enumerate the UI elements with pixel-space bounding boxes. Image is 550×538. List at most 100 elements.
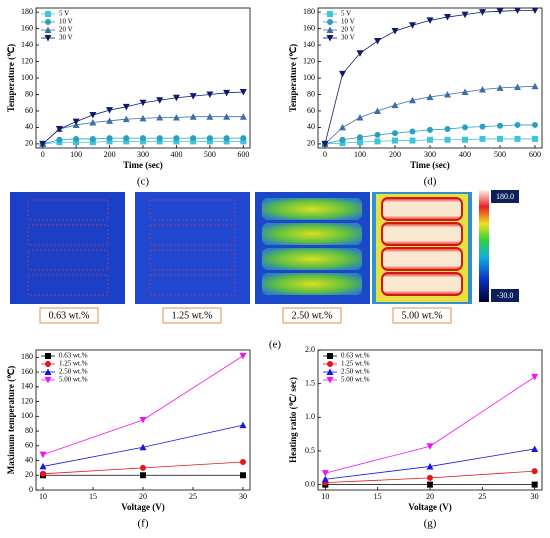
y-tick-label: 100 [21,411,33,420]
marker [106,135,113,142]
marker [239,352,247,360]
y-tick-label: 120 [21,396,33,405]
y-axis-label: Maximum temperature (℃) [6,366,16,474]
chart: 20 40 60 80 100 120 140 160 180 0 100 200 300 400 500 6… [288,7,543,188]
marker [374,138,381,145]
marker [239,421,247,429]
chart: 0 20 40 60 80 100 120 140 160 180 10 15 20 25 30 Voltag… [6,349,251,530]
y-tick-label: 40 [25,455,33,464]
x-tick-label: 600 [237,150,249,159]
y-tick-label: 100 [21,73,33,82]
y-tick-label: 0.0 [305,479,315,488]
marker [427,481,433,488]
y-tick-label: 20 [25,470,33,479]
marker [223,113,231,120]
colorbar-label-box [491,289,519,302]
marker [156,135,163,142]
y-tick-label: 80 [307,89,315,98]
x-axis-label: Time (sec) [123,160,163,170]
x-tick-label: 200 [104,150,116,159]
marker [374,131,381,138]
marker [39,462,47,470]
legend-label: 5.00 wt.% [341,376,370,384]
marker [189,93,197,100]
marker [531,481,538,488]
marker [123,138,130,145]
marker [173,138,180,145]
marker [461,88,469,95]
x-tick-label: 10 [321,492,329,501]
marker [106,117,114,124]
legend-marker [327,11,333,17]
y-tick-label: 60 [307,106,315,115]
thermal-caption: 0.63 wt.% [49,310,90,321]
marker [444,90,451,98]
marker [356,114,364,121]
marker [190,138,197,145]
marker [89,139,96,146]
legend-label: 0.63 wt.% [59,352,88,360]
marker [409,96,416,104]
marker [409,137,416,144]
marker [240,135,247,142]
marker [409,22,416,29]
marker [173,135,180,142]
legend-marker [45,11,51,17]
marker [374,107,381,114]
legend-marker [327,19,333,25]
legend-marker [326,26,334,33]
legend-label: 20 V [59,26,73,34]
marker [206,135,213,142]
marker [479,123,486,130]
marker [479,135,486,142]
y-tick-label: 140 [21,382,33,391]
marker [496,84,504,91]
marker [426,17,434,24]
y-tick-label: 2.0 [305,345,315,354]
panel-label: (e) [269,339,282,351]
marker [531,82,539,90]
x-tick-label: 200 [389,150,401,159]
legend-label: 1.25 wt.% [59,360,88,368]
legend-marker [327,361,333,367]
thermal-caption: 1.25 wt.% [172,310,213,321]
marker [462,136,468,143]
y-tick-label: 40 [25,122,33,131]
x-tick-label: 400 [170,150,182,159]
marker [106,107,114,114]
marker [339,123,346,131]
marker [223,138,230,145]
marker [462,124,468,131]
marker [514,121,521,128]
marker [479,9,486,16]
marker [55,126,63,133]
marker [356,50,364,57]
thermal-caption: 5.00 wt.% [402,310,443,321]
marker [139,99,147,107]
marker [72,118,80,126]
y-tick-label: 20 [307,139,315,148]
x-tick-label: 0 [323,150,327,159]
marker [189,113,197,120]
marker [123,135,130,142]
marker [39,140,47,148]
y-tick-label: 140 [303,40,315,49]
x-tick-label: 0 [41,150,45,159]
marker [479,86,486,93]
marker [206,138,213,145]
marker [514,83,521,91]
marker [531,7,539,14]
x-tick-label: 300 [137,150,149,159]
marker [223,89,231,97]
thermal-image [10,192,125,304]
x-tick-label: 600 [529,150,541,159]
y-tick-label: 80 [25,89,33,98]
y-axis-label: Heating ratio (℃/ sec) [288,377,298,463]
y-tick-label: 1.0 [305,412,315,421]
legend-marker [45,361,51,367]
legend-label: 30 V [341,34,355,42]
marker [461,11,469,19]
legend-marker [44,377,52,384]
marker [514,7,521,14]
